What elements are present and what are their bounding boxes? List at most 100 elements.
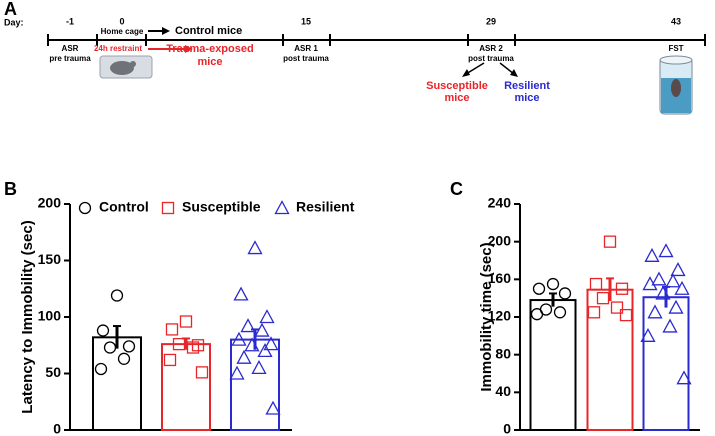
- legend-label: Control: [99, 199, 149, 215]
- y-tick-label: 50: [45, 364, 61, 380]
- panel-label: B: [4, 179, 17, 199]
- y-axis-label: Immobility time (sec): [478, 242, 495, 391]
- bar: [642, 296, 690, 431]
- day: 0: [119, 16, 124, 26]
- y-tick-label: 150: [38, 251, 62, 267]
- data-point: [165, 323, 179, 336]
- group-label: Control mice: [175, 25, 242, 37]
- data-point: [247, 240, 263, 255]
- data-point: [665, 273, 681, 288]
- group-label: mice: [514, 92, 539, 104]
- group-label: Susceptible: [426, 80, 488, 92]
- step-label: ASR 1: [294, 44, 318, 53]
- day-label: Day:: [4, 17, 24, 27]
- day: 15: [301, 16, 311, 26]
- legend-marker: [78, 201, 92, 215]
- data-point: [546, 277, 560, 291]
- data-point: [110, 289, 124, 302]
- data-point: [122, 340, 136, 353]
- y-tick-label: 100: [38, 308, 62, 324]
- data-point: [117, 352, 131, 365]
- y-tick-label: 80: [495, 345, 511, 361]
- y-axis-label: Latency to Immobility (sec): [19, 220, 36, 413]
- data-point: [610, 301, 624, 314]
- bar: [586, 288, 634, 432]
- group-label: Trauma-exposed: [166, 43, 253, 55]
- panel-label: A: [4, 0, 17, 19]
- data-point: [251, 359, 267, 375]
- step-label: post trauma: [468, 54, 514, 63]
- beaker-icon: [659, 55, 693, 115]
- y-tick-label: 160: [488, 270, 512, 286]
- data-point: [603, 235, 617, 248]
- bar: [230, 338, 280, 432]
- step-label: post trauma: [283, 54, 329, 63]
- legend-label: Susceptible: [182, 199, 261, 215]
- step-label: pre trauma: [49, 54, 91, 63]
- day: -1: [66, 16, 74, 26]
- day: 43: [671, 16, 681, 26]
- data-point: [96, 324, 110, 337]
- data-point: [244, 337, 260, 352]
- data-point: [231, 331, 247, 346]
- group-label: mice: [197, 56, 222, 68]
- data-point: [233, 286, 249, 301]
- data-point: [658, 243, 674, 258]
- data-point: [642, 276, 658, 291]
- data-point: [619, 308, 633, 322]
- step-label: Home cage: [101, 27, 144, 36]
- data-point: [651, 271, 667, 286]
- data-point: [589, 277, 603, 291]
- data-point: [195, 366, 209, 379]
- y-tick-label: 0: [53, 421, 61, 436]
- data-point: [670, 262, 686, 277]
- data-point: [236, 349, 252, 364]
- data-point: [172, 337, 186, 351]
- bar: [92, 336, 142, 431]
- data-point: [615, 282, 629, 295]
- data-point: [240, 318, 256, 333]
- data-point: [647, 304, 663, 319]
- legend-label: Resilient: [296, 199, 355, 215]
- data-point: [674, 280, 690, 295]
- data-point: [186, 341, 200, 354]
- data-point: [644, 247, 660, 262]
- y-tick-label: 200: [488, 232, 512, 248]
- y-tick-label: 40: [495, 383, 511, 399]
- data-point: [257, 343, 273, 358]
- data-point: [662, 318, 678, 333]
- data-point: [259, 309, 275, 324]
- data-point: [655, 285, 671, 300]
- data-point: [530, 308, 544, 321]
- data-point: [640, 327, 656, 342]
- group-label: Resilient: [504, 80, 550, 92]
- data-point: [94, 362, 108, 376]
- y-tick-label: 120: [488, 308, 512, 324]
- cage-icon: [99, 55, 153, 79]
- data-point: [263, 336, 279, 351]
- data-point: [596, 292, 610, 305]
- data-point: [229, 365, 245, 380]
- step-label: ASR: [62, 44, 79, 53]
- data-point: [676, 370, 692, 385]
- y-tick-label: 240: [488, 195, 512, 211]
- data-point: [103, 341, 117, 354]
- data-point: [163, 353, 177, 367]
- legend-marker: [161, 201, 175, 215]
- arrows: [148, 27, 518, 77]
- panel-label: C: [450, 179, 463, 199]
- data-point: [558, 287, 572, 300]
- data-point: [668, 299, 684, 314]
- timeline-ticks: [47, 34, 706, 46]
- y-tick-label: 200: [38, 195, 62, 211]
- data-point: [587, 306, 601, 319]
- step-label: ASR 2: [479, 44, 503, 53]
- data-point: [254, 322, 270, 337]
- step-label: FST: [668, 44, 683, 53]
- step-label: 24h restraint: [94, 44, 142, 53]
- bar: [161, 343, 211, 431]
- day: 29: [486, 16, 496, 26]
- timeline: A Day: -1 0 15 29 43 ASR pre trauma Home…: [4, 0, 706, 115]
